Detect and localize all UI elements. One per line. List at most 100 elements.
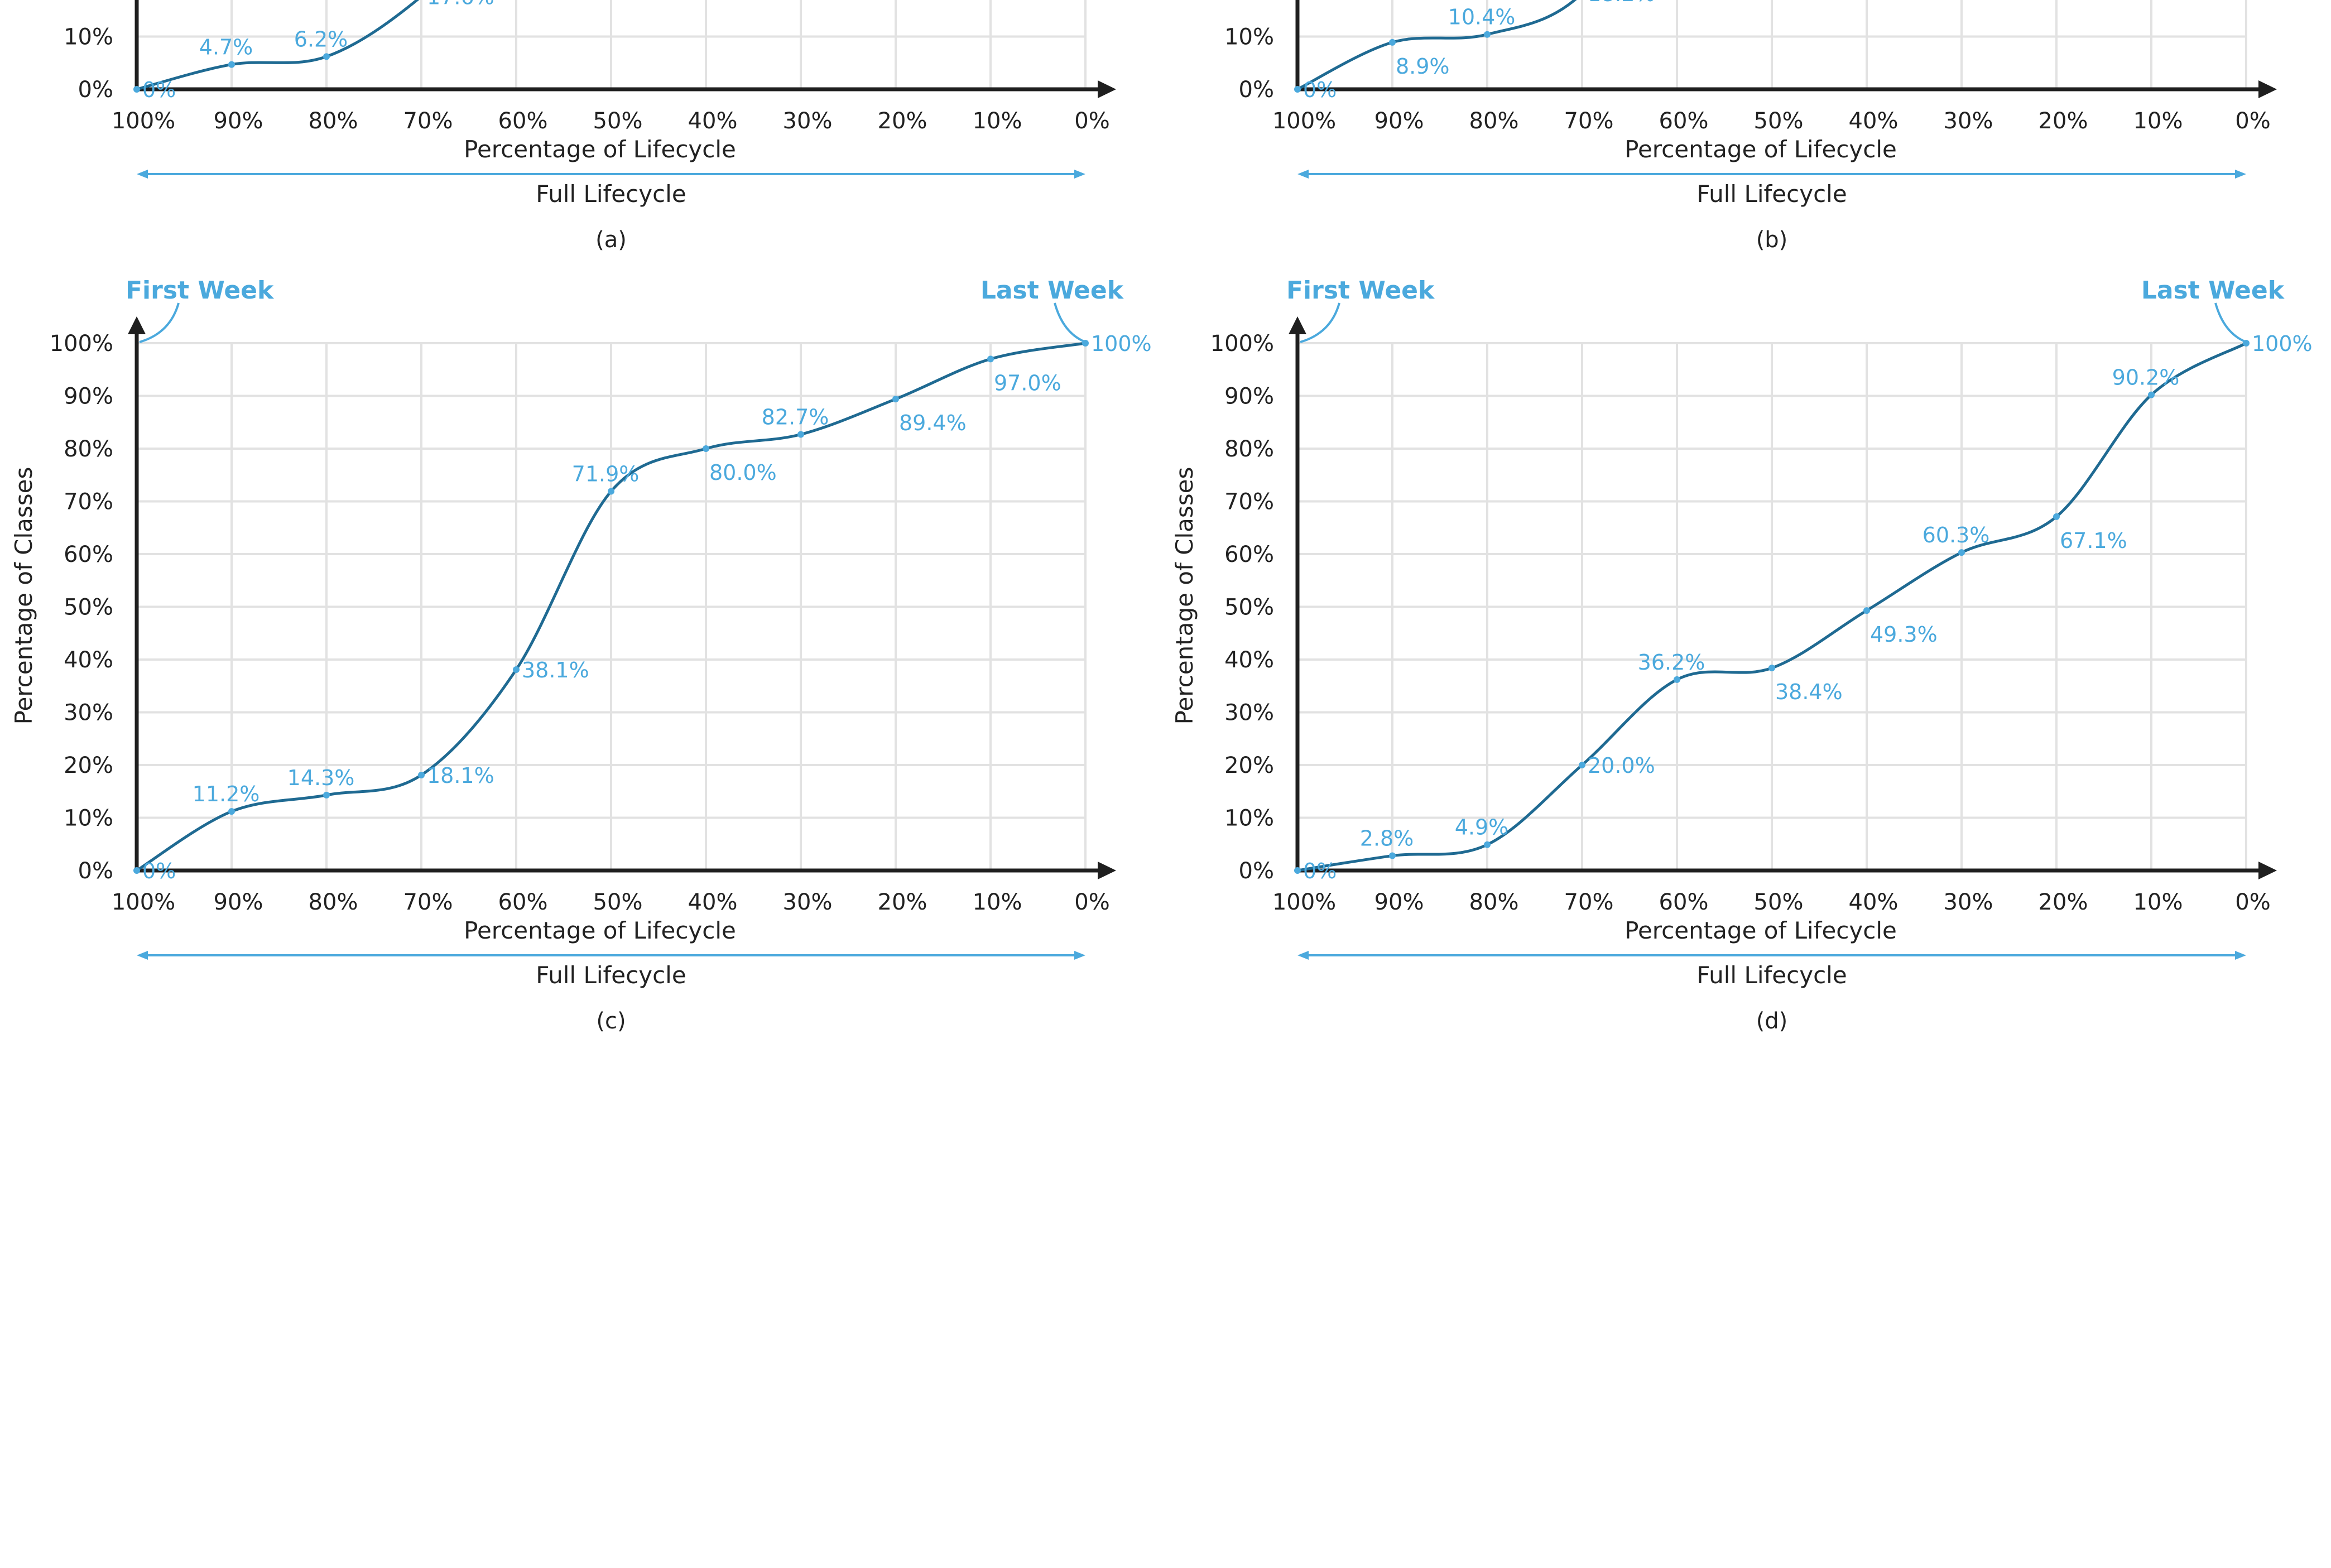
- data-point: [513, 666, 520, 673]
- x-tick-label: 40%: [1849, 889, 1899, 915]
- chart-panel-d: 0% 10% 20% 30% 40% 50% 60% 70% 80% 90% 100% 100% 90%…: [1171, 276, 2313, 1034]
- data-point: [133, 867, 140, 874]
- y-axis-arrow: [1289, 316, 1306, 334]
- y-tick-label: 0%: [78, 858, 113, 884]
- data-label: 100%: [2252, 331, 2313, 356]
- x-tick-label: 70%: [1564, 108, 1614, 134]
- y-tick-label: 10%: [1224, 25, 1274, 50]
- data-point: [1484, 31, 1491, 38]
- x-axis-title: Percentage of Lifecycle: [464, 917, 736, 944]
- x-axis-title: Percentage of Lifecycle: [1625, 917, 1897, 944]
- x-tick-label: 0%: [1074, 108, 1109, 134]
- data-point: [1389, 852, 1396, 859]
- lifecycle-span-arrow-right: [1074, 951, 1085, 960]
- x-tick-label: 90%: [214, 108, 263, 134]
- y-tick-label: 30%: [64, 700, 113, 726]
- y-tick-label: 100%: [1210, 331, 1274, 357]
- first-week-callout: [139, 302, 180, 343]
- data-label: 0%: [1303, 78, 1337, 102]
- lifecycle-span-label: Full Lifecycle: [1696, 961, 1847, 989]
- lifecycle-span-arrow-right: [1074, 170, 1085, 179]
- x-tick-label: 10%: [973, 889, 1022, 915]
- data-point: [1674, 676, 1680, 683]
- x-tick-label: 80%: [1469, 108, 1519, 134]
- last-week-callout: [1054, 302, 1086, 343]
- data-label: 18.1%: [427, 763, 494, 788]
- lifecycle-span-arrow-left: [137, 951, 148, 960]
- x-axis-title: Percentage of Lifecycle: [464, 136, 736, 163]
- first-week-label: First Week: [1286, 276, 1435, 305]
- data-label: 36.2%: [1638, 650, 1705, 675]
- series-line: [1296, 0, 1577, 91]
- data-point: [1863, 607, 1870, 614]
- y-tick-label: 70%: [64, 489, 113, 515]
- data-point: [323, 791, 330, 799]
- data-point: [418, 771, 425, 778]
- last-week-label: Last Week: [981, 276, 1124, 305]
- lifecycle-span-arrow-left: [1297, 170, 1309, 179]
- first-week-callout: [1300, 302, 1340, 343]
- data-label: 67.1%: [2060, 528, 2127, 553]
- x-tick-label: 40%: [688, 889, 738, 915]
- panel-caption: (c): [596, 1008, 626, 1034]
- y-tick-label: 0%: [1239, 858, 1274, 884]
- last-week-callout: [2214, 302, 2247, 343]
- x-tick-label: 90%: [1374, 108, 1424, 134]
- data-label: 14.3%: [287, 766, 355, 790]
- y-axis-title: Percentage of Classes: [10, 467, 37, 725]
- data-label: 17.6%: [427, 0, 494, 9]
- x-tick-label: 10%: [973, 108, 1022, 134]
- x-tick-label: 50%: [1754, 889, 1804, 915]
- y-tick-label: 20%: [64, 753, 113, 778]
- x-tick-label: 0%: [1074, 889, 1109, 915]
- data-point: [608, 488, 614, 495]
- x-tick-label: 30%: [1944, 108, 1993, 134]
- y-tick-label: 0%: [1239, 77, 1274, 103]
- lifecycle-span-arrow-left: [1297, 951, 1309, 960]
- data-label: 8.9%: [1396, 54, 1450, 79]
- x-tick-label: 70%: [403, 108, 453, 134]
- data-label: 100%: [1091, 331, 1152, 356]
- y-tick-label: 90%: [64, 384, 113, 410]
- data-label: 18.2%: [1588, 0, 1655, 6]
- x-tick-label: 100%: [1272, 108, 1336, 134]
- y-tick-label: 30%: [1224, 700, 1274, 726]
- data-point: [2243, 340, 2250, 347]
- data-point: [228, 808, 235, 815]
- y-tick-label: 10%: [1224, 806, 1274, 831]
- x-tick-label: 60%: [498, 889, 548, 915]
- chart-panel-c: 0% 10% 20% 30% 40% 50% 60% 70% 80% 90% 100% 100% 90%…: [10, 276, 1152, 1034]
- data-label: 4.7%: [199, 35, 253, 60]
- data-label: 2.8%: [1360, 826, 1414, 851]
- lifecycle-span-label: Full Lifecycle: [536, 180, 686, 208]
- data-label: 20.0%: [1588, 753, 1655, 778]
- y-tick-label: 0%: [78, 77, 113, 103]
- y-tick-label: 80%: [1224, 436, 1274, 462]
- data-point: [1294, 86, 1301, 93]
- x-tick-label: 80%: [1469, 889, 1519, 915]
- first-week-label: First Week: [126, 276, 275, 305]
- y-axis-title: Percentage of Classes: [1171, 467, 1198, 725]
- x-axis-arrow: [2258, 80, 2277, 98]
- series-line: [136, 342, 1086, 872]
- lifecycle-span-label: Full Lifecycle: [536, 961, 686, 989]
- data-point: [2148, 391, 2155, 398]
- data-point: [228, 61, 235, 68]
- data-label: 49.3%: [1870, 622, 1938, 647]
- data-point: [987, 355, 994, 363]
- x-tick-label: 30%: [783, 889, 833, 915]
- x-tick-label: 20%: [2039, 889, 2088, 915]
- data-label: 0%: [142, 859, 176, 883]
- data-label: 97.0%: [994, 371, 1061, 395]
- data-point: [1389, 39, 1396, 46]
- y-axis-arrow: [128, 316, 146, 334]
- data-label: 6.2%: [294, 27, 348, 51]
- data-label: 89.4%: [899, 411, 967, 435]
- data-label: 82.7%: [762, 405, 829, 429]
- y-tick-label: 80%: [64, 436, 113, 462]
- x-axis-arrow: [2258, 862, 2277, 879]
- chart-panel-a: 0%10%20%30%40%50%60%70%80%90%100%100%90%…: [64, 0, 1116, 253]
- data-point: [1484, 841, 1491, 848]
- x-axis-title: Percentage of Lifecycle: [1625, 136, 1897, 163]
